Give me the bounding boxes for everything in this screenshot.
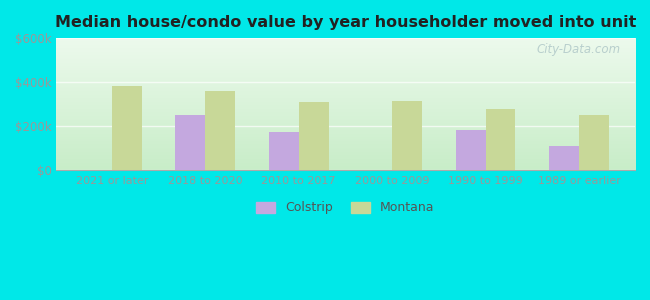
Title: Median house/condo value by year householder moved into unit: Median house/condo value by year househo… bbox=[55, 15, 636, 30]
Bar bbox=[456, 130, 486, 170]
Bar bbox=[579, 115, 609, 170]
Bar bbox=[299, 102, 329, 170]
Bar bbox=[176, 115, 205, 170]
Bar bbox=[205, 92, 235, 170]
Bar bbox=[392, 101, 422, 170]
Bar bbox=[549, 146, 579, 170]
Bar bbox=[269, 132, 299, 170]
Bar bbox=[486, 109, 515, 170]
Text: City-Data.com: City-Data.com bbox=[536, 44, 621, 56]
Bar bbox=[112, 86, 142, 170]
Legend: Colstrip, Montana: Colstrip, Montana bbox=[251, 196, 439, 220]
